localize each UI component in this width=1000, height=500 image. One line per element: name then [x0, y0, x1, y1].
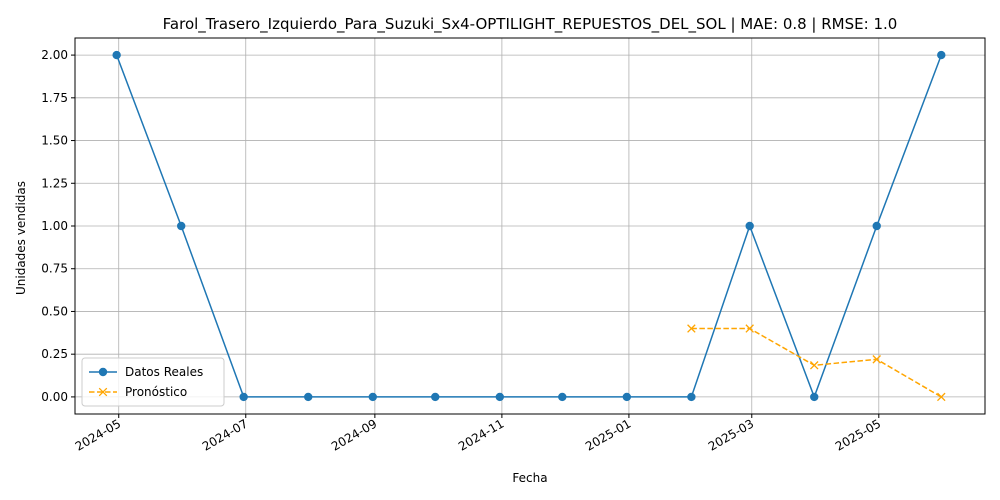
- data-point: [810, 392, 819, 402]
- y-axis-ticks: 0.00 0.25 0.50 0.75 1.00 1.25 1.50 1.75 2.00: [41, 48, 75, 404]
- y-tick-label: 1.25: [41, 176, 68, 190]
- series-line: [115, 54, 942, 400]
- y-tick-label: 0.25: [41, 347, 68, 361]
- x-tick-label: 2025-03: [706, 416, 756, 453]
- x-axis-label: Fecha: [512, 471, 547, 485]
- y-tick-label: 1.75: [41, 91, 68, 105]
- data-point: [872, 221, 881, 231]
- legend-marker: [98, 367, 108, 377]
- data-point: [622, 392, 632, 402]
- y-tick-label: 0.00: [41, 390, 68, 404]
- legend-item: Datos Reales: [89, 365, 203, 379]
- data-point: [495, 392, 505, 402]
- data-point: [177, 221, 186, 231]
- legend: Datos Reales Pronóstico: [81, 357, 225, 407]
- y-tick-label: 2.00: [41, 48, 68, 62]
- data-point: [687, 392, 696, 402]
- grid: [75, 38, 985, 414]
- x-axis-ticks: 2024-05 2024-07 2024-09 2024-11 2025-01 2025-…: [73, 414, 883, 454]
- x-tick-label: 2024-07: [200, 416, 250, 453]
- data-point: [937, 392, 946, 402]
- x-tick-label: 2024-05: [73, 416, 123, 453]
- legend-marker: [98, 387, 108, 397]
- y-tick-label: 0.75: [41, 262, 68, 276]
- chart-title: Farol_Trasero_Izquierdo_Para_Suzuki_Sx4-…: [163, 15, 898, 34]
- legend-item: Pronóstico: [89, 385, 187, 399]
- data-point: [809, 361, 819, 370]
- data-point: [304, 392, 313, 402]
- x-tick-label: 2024-11: [456, 416, 506, 453]
- x-tick-label: 2024-09: [329, 416, 379, 453]
- legend-label: Pronóstico: [125, 385, 187, 399]
- data-point: [745, 324, 754, 333]
- x-tick-label: 2025-01: [583, 416, 633, 453]
- y-tick-label: 0.50: [41, 304, 68, 318]
- data-point: [872, 355, 881, 364]
- legend-box: [81, 357, 225, 407]
- legend-label: Datos Reales: [125, 365, 203, 379]
- y-tick-label: 1.00: [41, 219, 68, 233]
- y-axis-label: Unidades vendidas: [14, 181, 28, 295]
- data-point: [558, 392, 567, 402]
- data-point: [431, 392, 440, 402]
- data-point: [745, 221, 754, 231]
- series-1: [687, 324, 946, 402]
- x-tick-label: 2025-05: [833, 416, 883, 453]
- data-point: [239, 392, 248, 402]
- data-point: [687, 324, 696, 333]
- series-layer: [112, 50, 946, 402]
- data-point: [368, 392, 377, 402]
- series-0: [112, 50, 946, 402]
- data-point: [937, 50, 946, 60]
- data-point: [112, 50, 121, 60]
- y-tick-label: 1.50: [41, 134, 68, 148]
